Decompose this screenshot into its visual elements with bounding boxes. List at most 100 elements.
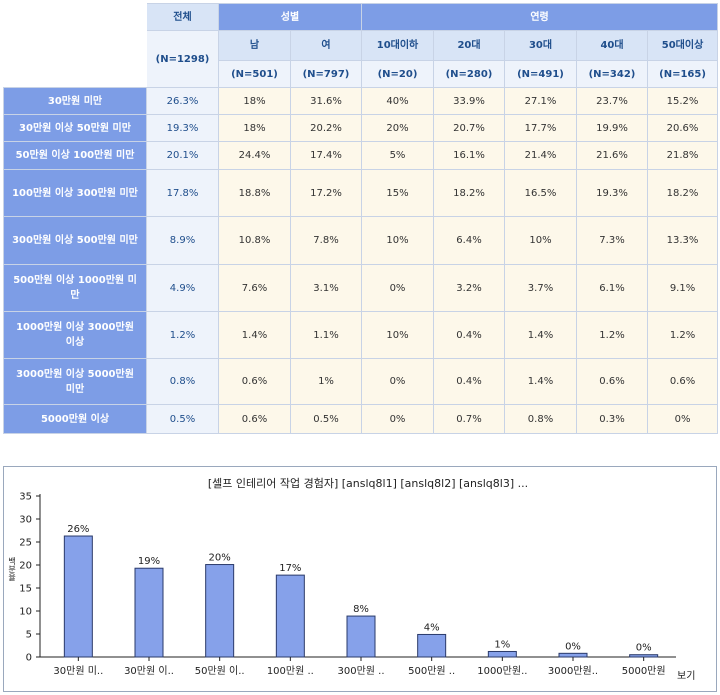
x-tick-labels: 30만원 미.. 30만원 이.. 50만원 이.. 100만원 .. 300만원 ..… (53, 657, 666, 677)
x-tick-label: 30만원 이.. (124, 665, 174, 677)
cell-total: 19.3% (146, 114, 219, 142)
x-tick-label: 30만원 미.. (53, 665, 103, 677)
cell-value: 18% (218, 87, 291, 115)
x-tick-label: 5000만원 (622, 665, 666, 677)
cell-value: 1.4% (504, 358, 577, 405)
x-tick-label: 1000만원.. (477, 665, 527, 677)
y-axis-label: 백분율 (8, 556, 17, 581)
cell-value: 40% (361, 87, 434, 115)
cell-value: 1.2% (646, 311, 719, 359)
cell-value: 0.6% (218, 358, 291, 405)
bar (417, 633, 447, 658)
cell-value: 18.2% (646, 169, 719, 217)
row-label: 300만원 이상 500만원 미만 (3, 216, 147, 265)
chart-title: [셀프 인테리어 작업 경험자] [anslq8l1] [anslq8l2] [… (208, 477, 528, 490)
cell-value: 19.3% (576, 169, 648, 217)
table-row: 30만원 이상 50만원 미만 19.3% 18% 20.2% 20% 20.7% 17.7… (3, 114, 719, 142)
table-row: 5000만원 이상 0.5% 0.6% 0.5% 0% 0.7% 0.8% 0.3% 0% (3, 404, 719, 434)
row-label: 1000만원 이상 3000만원 이상 (3, 311, 147, 359)
x-axis-suffix-label: 보기 (677, 670, 695, 682)
row-label: 5000만원 이상 (3, 404, 147, 434)
table-row: 1000만원 이상 3000만원 이상 1.2% 1.4% 1.1% 10% 0.4% 1.… (3, 311, 719, 359)
x-tick-label: 100만원 .. (267, 665, 314, 677)
row-label: 50만원 이상 100만원 미만 (3, 141, 147, 170)
header-col-n-1: (N=797) (290, 60, 362, 88)
cell-value: 18% (218, 114, 291, 142)
survey-crosstab-table: 전체 성별 연령 (N=1298) 남 여 10대이하 20대 30대 40대 50대이상 … (3, 3, 719, 434)
table-row: 100만원 이상 300만원 미만 17.8% 18.8% 17.2% 15% 18.2%… (3, 169, 719, 217)
x-tick-label: 3000만원.. (548, 665, 598, 677)
cell-value: 15.2% (646, 87, 719, 115)
cell-value: 0.8% (504, 404, 577, 434)
cell-value: 9.1% (646, 264, 719, 312)
cell-value: 21.4% (504, 141, 577, 170)
y-tick-label: 0 (26, 653, 32, 664)
bar (558, 652, 588, 658)
bar (63, 535, 93, 658)
cell-value: 10% (504, 216, 577, 265)
cell-value: 33.9% (433, 87, 505, 115)
cell-value: 0.4% (433, 358, 505, 405)
cell-value: 0.7% (433, 404, 505, 434)
header-col-n-0: (N=501) (218, 60, 291, 88)
table-row: 500만원 이상 1000만원 미만 4.9% 7.6% 3.1% 0% 3.2% 3.7%… (3, 264, 719, 312)
cell-value: 0.6% (218, 404, 291, 434)
header-col-2: 10대이하 (361, 30, 434, 61)
bar (275, 574, 305, 658)
header-col-n-6: (N=165) (646, 60, 719, 88)
cell-value: 10% (361, 311, 434, 359)
cell-value: 23.7% (576, 87, 648, 115)
cell-value: 19.9% (576, 114, 648, 142)
cell-value: 31.6% (290, 87, 362, 115)
y-tick-label: 15 (19, 584, 32, 595)
cell-value: 15% (361, 169, 434, 217)
cell-total: 17.8% (146, 169, 219, 217)
y-tick-label: 35 (19, 492, 32, 503)
cell-value: 6.1% (576, 264, 648, 312)
cell-total: 0.5% (146, 404, 219, 434)
bar-data-label: 8% (353, 604, 369, 615)
cell-value: 1.4% (504, 311, 577, 359)
header-total: 전체 (146, 3, 219, 31)
cell-value: 3.7% (504, 264, 577, 312)
cell-value: 13.3% (646, 216, 719, 265)
row-label: 500만원 이상 1000만원 미만 (3, 264, 147, 312)
y-tick-label: 5 (26, 630, 32, 641)
cell-value: 10.8% (218, 216, 291, 265)
table-row: 50만원 이상 100만원 미만 20.1% 24.4% 17.4% 5% 16.1% 21… (3, 141, 719, 170)
bar-data-label: 26% (67, 524, 89, 535)
cell-total: 26.3% (146, 87, 219, 115)
row-label: 30만원 이상 50만원 미만 (3, 114, 147, 142)
cell-value: 20.2% (290, 114, 362, 142)
cell-total: 0.8% (146, 358, 219, 405)
header-col-0: 남 (218, 30, 291, 61)
cell-value: 3.1% (290, 264, 362, 312)
header-col-n-5: (N=342) (576, 60, 648, 88)
cell-value: 0% (361, 358, 434, 405)
row-label: 100만원 이상 300만원 미만 (3, 169, 147, 217)
cell-value: 7.6% (218, 264, 291, 312)
chart-bars: 26% 19% 20% 17% 8% 4% 1% 0% 0% (63, 524, 659, 658)
bar-data-label: 4% (424, 622, 440, 633)
cell-value: 18.2% (433, 169, 505, 217)
cell-value: 7.3% (576, 216, 648, 265)
cell-value: 21.8% (646, 141, 719, 170)
table-corner (3, 3, 147, 88)
header-col-3: 20대 (433, 30, 505, 61)
table-row: 300만원 이상 500만원 미만 8.9% 10.8% 7.8% 10% 6.4% 10%… (3, 216, 719, 265)
cell-value: 18.8% (218, 169, 291, 217)
row-label: 30만원 미만 (3, 87, 147, 115)
cell-value: 0% (361, 264, 434, 312)
cell-value: 0% (361, 404, 434, 434)
header-col-4: 30대 (504, 30, 577, 61)
cell-value: 3.2% (433, 264, 505, 312)
cell-total: 8.9% (146, 216, 219, 265)
bar-data-label: 19% (138, 556, 160, 567)
row-label: 3000만원 이상 5000만원 미만 (3, 358, 147, 405)
x-tick-label: 300만원 .. (337, 665, 384, 677)
cell-value: 0.4% (433, 311, 505, 359)
cell-value: 1.1% (290, 311, 362, 359)
x-tick-label: 500만원 .. (408, 665, 455, 677)
bar-data-label: 1% (494, 639, 510, 650)
y-axis-title: 백분율 (8, 556, 17, 581)
